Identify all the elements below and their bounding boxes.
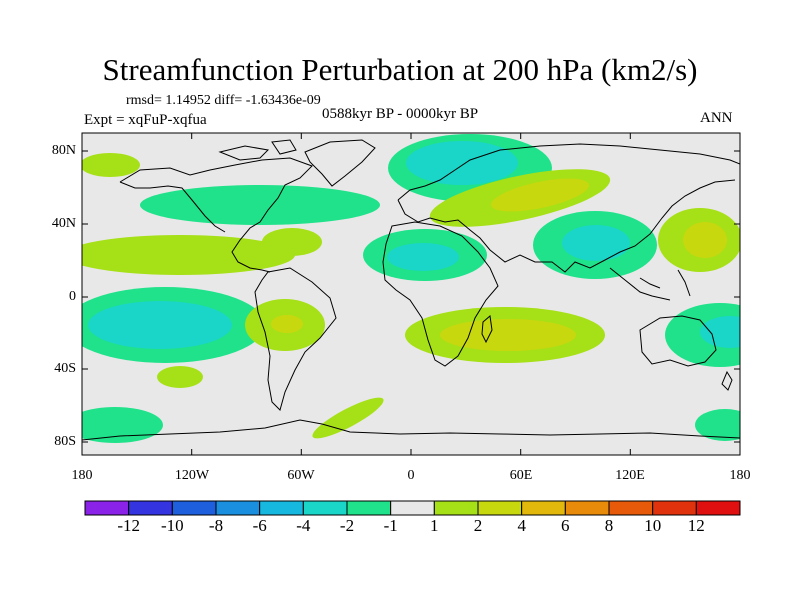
anomaly-region-alaska	[82, 153, 140, 177]
x-tick-label: 120W	[174, 468, 210, 483]
colorbar-label: -4	[296, 516, 311, 535]
anomaly-region-southern-ocean-east	[695, 409, 740, 441]
coastline-greenland	[304, 139, 376, 187]
colorbar-label: -2	[339, 516, 355, 535]
x-tick-label: 180	[71, 468, 93, 483]
colorbar-label: 1	[430, 516, 439, 535]
contour-fields	[82, 134, 740, 443]
coastline-australia	[639, 315, 717, 367]
colorbar	[84, 500, 741, 516]
anomaly-region-south-atlantic	[312, 397, 384, 439]
colorbar-swatch	[171, 500, 217, 516]
x-tick-label: 120E	[615, 468, 645, 483]
colorbar-label: 2	[473, 516, 483, 535]
colorbar-swatch	[215, 500, 261, 516]
y-tick-label: 40S	[54, 361, 76, 376]
colorbar-swatch	[302, 500, 348, 516]
coastlines	[82, 139, 740, 441]
colorbar-swatch	[652, 500, 697, 516]
colorbar-label: -1	[383, 516, 398, 535]
colorbar-swatch	[128, 500, 173, 516]
x-tick-label: 60W	[287, 468, 315, 483]
colorbar-swatch	[259, 500, 304, 516]
colorbar-swatch	[608, 500, 654, 516]
anomaly-region-north-pacific	[82, 235, 295, 275]
coastline-southeast-asia	[609, 267, 691, 301]
anomaly-region-caribbean	[262, 228, 322, 256]
anomaly-region-north-america	[140, 185, 380, 225]
anomaly-region-southeast-pacific	[157, 366, 203, 388]
y-tick-label: 40N	[51, 216, 76, 231]
coastline-north-america	[119, 157, 313, 273]
colorbar-swatch	[390, 500, 435, 516]
stats-text: rmsd= 1.14952 diff= -1.63436e-09	[126, 93, 321, 108]
colorbar-label: 4	[517, 516, 526, 535]
anomaly-core-asia	[562, 225, 630, 261]
colorbar-swatch	[477, 500, 523, 516]
anomaly-core-south-pacific	[88, 301, 232, 349]
anomaly-core-north-atlantic	[406, 141, 518, 185]
coastline-europe-asia	[397, 143, 740, 273]
coastline-madagascar	[481, 315, 493, 344]
season-label: ANN	[700, 110, 733, 126]
anomaly-core-south-america	[271, 315, 303, 333]
y-tick-label: 80N	[51, 143, 76, 158]
anomaly-core-indian-ocean	[440, 319, 576, 351]
colorbar-label: -6	[252, 516, 267, 535]
colorbar-swatch	[695, 500, 741, 516]
coastline-africa	[382, 221, 499, 367]
axis-ticks	[81, 133, 741, 455]
colorbar-swatch	[346, 500, 392, 516]
colorbar-label: -12	[117, 516, 141, 535]
colorbar-label: 6	[561, 516, 570, 535]
colorbar-swatch	[564, 500, 610, 516]
colorbar-label: 8	[604, 516, 614, 535]
anomaly-core-australia-east	[700, 316, 740, 348]
x-tick-label: 180	[729, 468, 751, 483]
x-tick-label: 60E	[509, 468, 533, 483]
y-tick-label: 0	[69, 289, 76, 304]
coastline-antarctica	[82, 419, 740, 441]
coastline-south-america	[254, 267, 337, 411]
coastline-new-zealand	[721, 370, 733, 391]
x-tick-label: 0	[407, 468, 415, 483]
anomaly-core-subtropical-atlantic	[387, 243, 459, 271]
map-title: Streamfunction Perturbation at 200 hPa (…	[102, 52, 698, 87]
colorbar-label: -10	[160, 516, 184, 535]
anomaly-region-southern-ocean-west	[82, 407, 163, 443]
colorbar-label: -8	[208, 516, 224, 535]
colorbar-swatch	[84, 500, 130, 516]
anomaly-core-eurasia	[491, 178, 589, 212]
experiment-label: Expt = xqFuP-xqfua	[84, 112, 207, 128]
colorbar-swatch	[521, 500, 566, 516]
colorbar-label: 10	[644, 516, 662, 535]
y-tick-label: 80S	[54, 434, 76, 449]
anomaly-core-west-pacific	[683, 222, 727, 258]
colorbar-swatch	[433, 500, 479, 516]
coastline-canadian-arctic	[218, 139, 297, 161]
colorbar-label: 12	[687, 516, 705, 535]
period-label: 0588kyr BP - 0000kyr BP	[322, 106, 479, 122]
